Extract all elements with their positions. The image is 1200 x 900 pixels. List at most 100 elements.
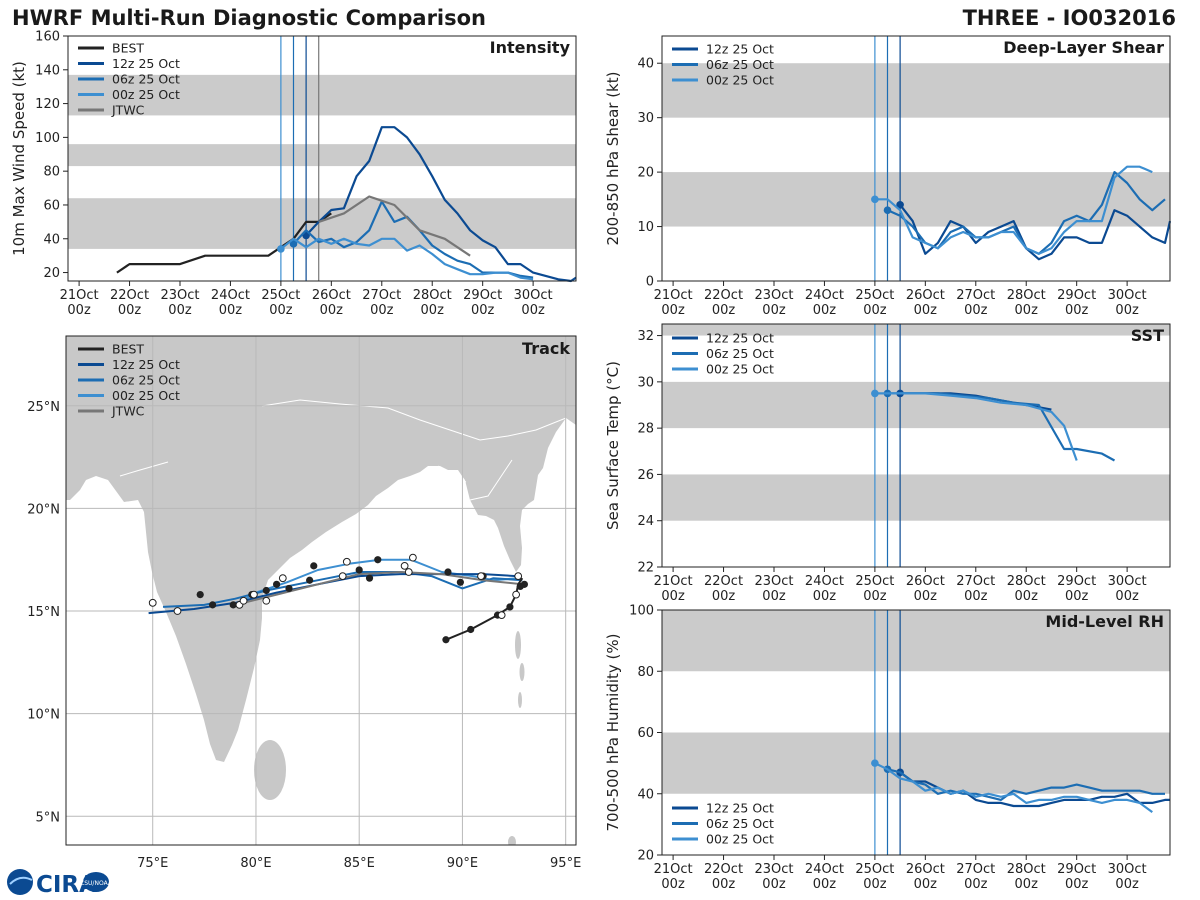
axes-frame [67,35,577,282]
legend-label: JTWC [111,103,145,118]
init-marker-run06z [883,206,892,215]
x-tick-hour: 00z [914,589,938,604]
y-tick-label: 40 [43,232,60,247]
legend-label: 06z 25 Oct [112,72,180,87]
x-tick-day: 26Oct [312,288,351,303]
track-marker-filled [310,562,318,570]
track-marker-open [408,553,417,562]
x-tick-hour: 00z [762,589,786,604]
shaded-band [662,474,1170,521]
legend-label: JTWC [111,404,145,419]
y-tick-label: 40 [637,57,654,72]
track-marker-open [262,596,271,605]
track-panel: 75°E 80°E 85°E 90°E 95°E 5°N 10°N 15°N 20°N 25°N T… [27,335,581,871]
y-tick-label: 20 [637,849,654,864]
series-line-run12z [899,204,1172,261]
x-tick-day: 28Oct [413,288,452,303]
x-tick-hour: 00z [1065,877,1089,892]
x-tick-day: 30Oct [1108,862,1147,877]
track-marker-filled [262,586,270,595]
lon-tick-label: 85°E [344,856,375,871]
axes-frame [661,323,1171,568]
x-tick-day: 21Oct [654,574,693,589]
y-tick-label: 140 [35,63,60,78]
series-line-run06z [887,768,1165,802]
lat-tick-label: 20°N [27,502,60,517]
y-tick-label: 80 [43,165,60,180]
init-marker-run00z [277,245,285,253]
x-tick-hour: 00z [762,877,786,892]
y-tick-label: 100 [35,131,60,146]
y-axis-label: 200-850 hPa Shear (kt) [604,72,622,246]
x-tick-day: 23Oct [754,862,793,877]
x-tick-hour: 00z [521,303,545,318]
y-tick-label: 0 [646,275,654,290]
lon-tick-label: 95°E [550,856,581,871]
shaded-band [662,381,1170,429]
logo-badge-text: CSU/NOAA [80,880,113,887]
x-tick-hour: 00z [1015,877,1039,892]
y-tick-label: 24 [637,514,654,529]
x-tick-day: 27Oct [362,288,401,303]
track-marker-filled [374,556,382,564]
track-marker-filled [506,603,514,611]
panel-title: Track [522,339,570,358]
x-tick-day: 28Oct [1007,288,1046,303]
shear-panel: 01020304021Oct00z22Oct00z23Oct00z24Oct00… [604,35,1172,318]
cira-logo: CIRA CSU/NOAA [7,869,113,898]
logo-swirl-icon [9,876,33,885]
x-tick-day: 24Oct [805,288,844,303]
track-marker-filled [196,591,204,599]
track-line-jtwc [235,571,523,606]
shaded-band [662,63,1170,118]
y-axis-label: Sea Surface Temp (°C) [604,361,622,530]
y-tick-label: 26 [637,468,654,483]
init-marker-run12z [896,200,904,209]
series-line-run00z [874,392,1078,461]
map-area [66,336,576,845]
x-tick-day: 24Oct [805,862,844,877]
lon-tick-label: 90°E [447,856,478,871]
y-tick-label: 40 [637,787,654,802]
y-axis-label: 10m Max Wind Speed (kt) [10,61,28,256]
x-tick-day: 21Oct [654,288,693,303]
x-tick-day: 26Oct [906,862,945,877]
x-tick-day: 22Oct [704,288,743,303]
panel-title: Mid-Level RH [1045,612,1164,631]
x-tick-day: 26Oct [906,288,945,303]
landmass-island [518,692,522,708]
x-tick-hour: 00z [168,303,192,318]
lon-tick-label: 75°E [137,856,168,871]
track-marker-open [477,572,485,581]
legend-label: BEST [112,342,144,357]
x-tick-hour: 00z [1065,303,1089,318]
x-tick-day: 21Oct [654,862,693,877]
figure-title: HWRF Multi-Run Diagnostic Comparison [12,6,486,30]
track-marker-filled [516,582,524,590]
shaded-band [68,74,576,116]
track-marker-filled [208,601,217,609]
track-marker-filled [444,568,452,576]
x-tick-day: 25Oct [855,862,894,877]
track-marker-open [173,607,182,615]
landmass-asia [66,336,576,762]
series-line-jtwc [318,195,471,257]
track-marker-filled [273,580,281,588]
y-tick-label: 80 [637,665,654,680]
track-marker-filled [442,636,450,644]
rh-panel: 2040608010021Oct00z22Oct00z23Oct00z24Oct… [604,604,1171,892]
x-tick-hour: 00z [1115,589,1139,604]
y-axis-label: 700-500 hPa Humidity (%) [604,633,622,831]
y-tick-label: 120 [35,97,60,112]
x-tick-hour: 00z [863,589,887,604]
shaded-band [662,324,1170,336]
legend-label: 12z 25 Oct [706,801,774,816]
legend-label: 00z 25 Oct [706,832,774,847]
x-tick-hour: 00z [471,303,495,318]
x-tick-hour: 00z [1115,877,1139,892]
x-tick-day: 27Oct [956,862,995,877]
x-tick-hour: 00z [863,303,887,318]
x-tick-hour: 00z [118,303,142,318]
country-borders [119,399,567,501]
